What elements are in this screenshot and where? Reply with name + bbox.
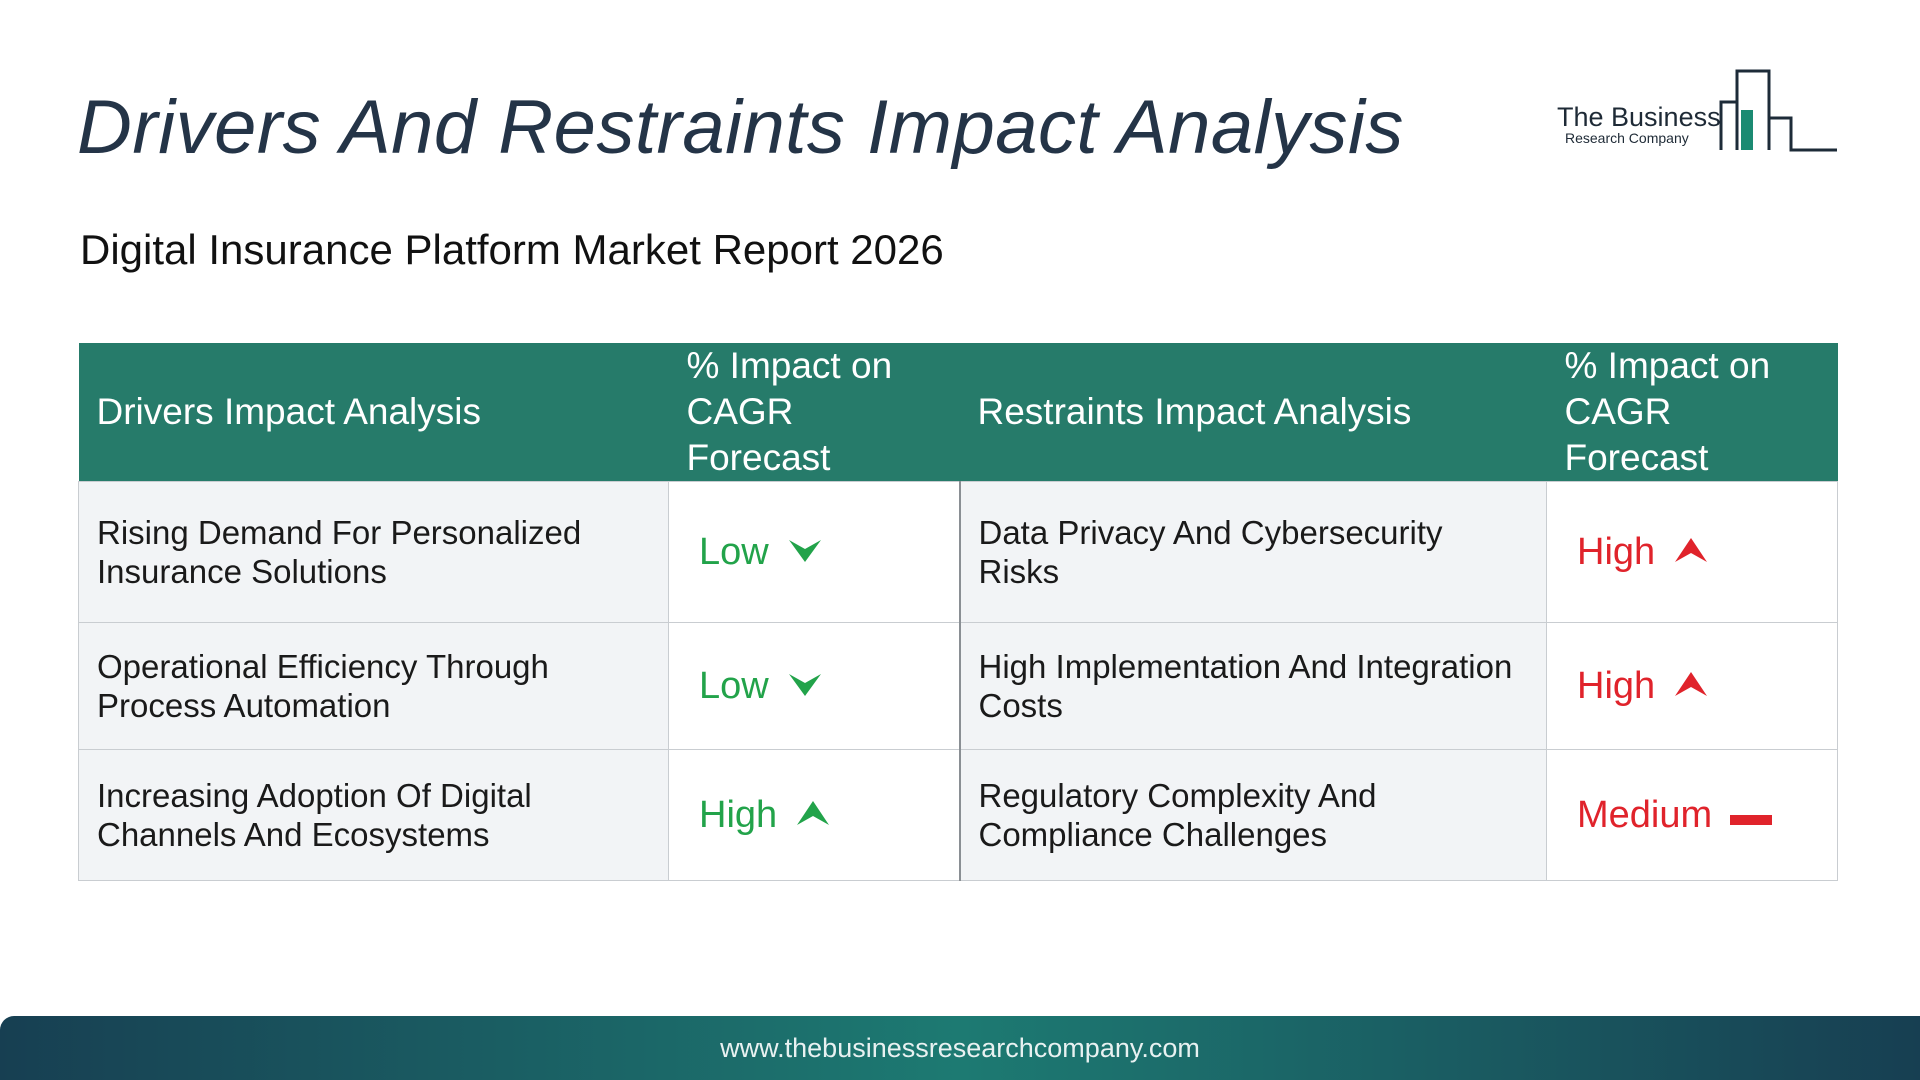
- driver-impact-cell: Low: [668, 481, 961, 623]
- header-drivers: Drivers Impact Analysis: [78, 343, 669, 482]
- driver-cell: Operational Efficiency Through Process A…: [78, 622, 669, 750]
- header-restraints: Restraints Impact Analysis: [959, 343, 1547, 482]
- impact-level: High: [687, 793, 831, 836]
- footer-bar: www.thebusinessresearchcompany.com: [0, 1016, 1920, 1080]
- chevron-down-icon: [787, 667, 823, 706]
- driver-cell: Increasing Adoption Of Digital Channels …: [78, 749, 669, 881]
- restraint-impact-cell: High: [1546, 481, 1838, 623]
- impact-level: Medium: [1565, 793, 1773, 836]
- header-restraints-impact: % Impact on CAGR Forecast: [1546, 343, 1838, 482]
- impact-level-label: High: [699, 793, 778, 836]
- restraint-impact-cell: High: [1546, 622, 1838, 750]
- restraint-cell: Regulatory Complexity And Compliance Cha…: [959, 749, 1547, 881]
- table-row: Increasing Adoption Of Digital Channels …: [78, 749, 1838, 881]
- driver-cell: Rising Demand For Personalized Insurance…: [78, 481, 669, 623]
- table-row: Rising Demand For Personalized Insurance…: [78, 481, 1838, 623]
- table-row: Operational Efficiency Through Process A…: [78, 622, 1838, 750]
- restraint-cell: High Implementation And Integration Cost…: [959, 622, 1547, 750]
- logo-tagline: Research Company: [1565, 130, 1689, 146]
- impact-level: High: [1565, 664, 1709, 707]
- impact-level-label: Low: [699, 530, 769, 573]
- restraint-impact-cell: Medium: [1546, 749, 1838, 881]
- header-drivers-impact: % Impact on CAGR Forecast: [668, 343, 960, 482]
- impact-level: Low: [687, 530, 823, 573]
- arrow-up-icon: [795, 796, 831, 835]
- impact-table: Drivers Impact Analysis % Impact on CAGR…: [78, 343, 1838, 881]
- restraint-cell: Data Privacy And Cybersecurity Risks: [959, 481, 1547, 623]
- logo-name: The Business: [1557, 102, 1721, 132]
- report-subtitle: Digital Insurance Platform Market Report…: [80, 226, 944, 273]
- impact-level-label: High: [1577, 530, 1656, 573]
- impact-level-label: Low: [699, 664, 769, 707]
- bar-chart-buildings-icon: [1719, 69, 1837, 152]
- impact-level: Low: [687, 664, 823, 707]
- chevron-down-icon: [787, 533, 823, 572]
- arrow-up-icon: [1673, 667, 1709, 706]
- footer-website-link[interactable]: www.thebusinessresearchcompany.com: [720, 1032, 1200, 1063]
- company-logo: The Business Research Company: [1555, 66, 1837, 156]
- impact-level-label: High: [1577, 664, 1656, 707]
- table-header-row: Drivers Impact Analysis % Impact on CAGR…: [78, 343, 1838, 482]
- impact-level-label: Medium: [1577, 793, 1713, 836]
- driver-impact-cell: High: [668, 749, 961, 881]
- page-title: Drivers And Restraints Impact Analysis: [77, 85, 1404, 170]
- arrow-up-icon: [1673, 533, 1709, 572]
- driver-impact-cell: Low: [668, 622, 961, 750]
- dash-icon: [1730, 796, 1773, 835]
- impact-level: High: [1565, 530, 1709, 573]
